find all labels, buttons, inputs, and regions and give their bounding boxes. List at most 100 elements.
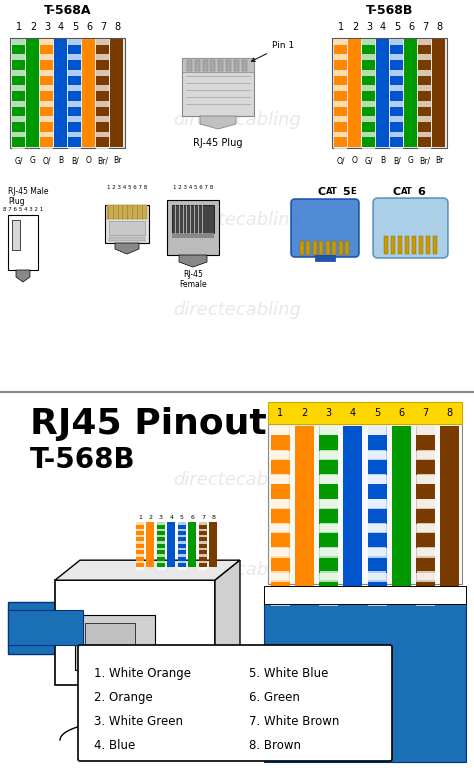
Polygon shape <box>157 535 165 537</box>
Text: Br: Br <box>435 156 443 165</box>
Text: G: G <box>408 156 414 165</box>
Bar <box>234 60 239 71</box>
Bar <box>339 241 343 255</box>
Polygon shape <box>271 548 290 557</box>
Text: AT: AT <box>326 187 338 196</box>
Polygon shape <box>178 567 186 570</box>
Text: RJ-45 Plug: RJ-45 Plug <box>193 138 243 148</box>
Polygon shape <box>319 598 338 607</box>
Bar <box>319 241 323 255</box>
Polygon shape <box>69 147 82 153</box>
Bar <box>109 221 145 235</box>
FancyBboxPatch shape <box>291 199 359 257</box>
Bar <box>363 39 375 147</box>
Polygon shape <box>419 100 431 107</box>
Polygon shape <box>40 69 54 76</box>
Bar <box>82 39 95 147</box>
Polygon shape <box>115 243 139 254</box>
Bar <box>271 426 290 598</box>
Bar <box>182 58 254 116</box>
Text: 4. Blue: 4. Blue <box>94 739 135 752</box>
Polygon shape <box>319 475 338 484</box>
Bar <box>12 220 20 250</box>
Polygon shape <box>368 524 387 533</box>
Polygon shape <box>97 69 109 76</box>
Text: directecabling: directecabling <box>173 301 301 319</box>
Text: G/: G/ <box>15 156 23 165</box>
Bar <box>226 60 231 71</box>
Text: T-568A: T-568A <box>44 4 92 16</box>
Polygon shape <box>391 39 403 45</box>
Polygon shape <box>335 85 347 91</box>
Text: Br/: Br/ <box>419 156 430 165</box>
Text: 3: 3 <box>159 515 163 520</box>
Text: T-568B: T-568B <box>30 446 136 474</box>
Polygon shape <box>417 475 435 483</box>
Polygon shape <box>419 147 431 153</box>
Bar <box>300 241 304 255</box>
Text: 8 7 6 5 4 3 2 1: 8 7 6 5 4 3 2 1 <box>3 207 43 212</box>
Polygon shape <box>199 535 207 537</box>
Polygon shape <box>136 529 144 531</box>
Text: O/: O/ <box>43 156 51 165</box>
Polygon shape <box>335 39 347 45</box>
Polygon shape <box>368 451 387 460</box>
Text: B: B <box>381 156 385 165</box>
Polygon shape <box>416 573 435 582</box>
Polygon shape <box>199 522 207 525</box>
Polygon shape <box>368 426 386 435</box>
Text: G: G <box>30 156 36 165</box>
Text: Pin 1: Pin 1 <box>252 41 294 61</box>
Text: 6: 6 <box>191 515 194 520</box>
Text: 7: 7 <box>422 408 429 418</box>
Text: B/: B/ <box>71 156 79 165</box>
Polygon shape <box>319 571 337 581</box>
Polygon shape <box>12 131 26 137</box>
Text: O: O <box>86 156 92 165</box>
Text: B/: B/ <box>393 156 401 165</box>
Polygon shape <box>363 69 375 76</box>
Polygon shape <box>335 147 347 153</box>
Polygon shape <box>12 39 26 45</box>
Bar <box>85 623 135 659</box>
Bar <box>107 205 147 219</box>
Polygon shape <box>97 100 109 107</box>
Polygon shape <box>199 567 207 570</box>
Polygon shape <box>363 39 375 45</box>
Text: 7: 7 <box>422 22 428 32</box>
Polygon shape <box>271 426 290 435</box>
Text: 2: 2 <box>352 22 358 32</box>
Text: 1: 1 <box>277 408 283 418</box>
Bar <box>8 215 38 270</box>
Polygon shape <box>12 55 26 60</box>
Bar <box>412 236 416 254</box>
Polygon shape <box>157 541 165 544</box>
Polygon shape <box>271 499 289 508</box>
Bar <box>210 522 218 567</box>
Bar <box>268 424 462 584</box>
Polygon shape <box>12 85 26 91</box>
Polygon shape <box>368 450 386 459</box>
Bar <box>55 39 67 147</box>
Bar <box>417 426 435 595</box>
Bar <box>344 426 362 595</box>
Polygon shape <box>368 598 387 607</box>
Polygon shape <box>417 571 435 581</box>
Bar <box>69 39 82 147</box>
Polygon shape <box>157 529 165 531</box>
Polygon shape <box>271 450 289 459</box>
Polygon shape <box>319 475 337 483</box>
Polygon shape <box>157 567 165 570</box>
Polygon shape <box>335 69 347 76</box>
Bar <box>109 237 145 241</box>
Bar <box>105 205 149 243</box>
Text: 5: 5 <box>72 22 78 32</box>
Polygon shape <box>69 55 82 60</box>
Polygon shape <box>363 85 375 91</box>
Bar <box>55 581 215 686</box>
Polygon shape <box>363 147 375 153</box>
Bar <box>268 402 462 424</box>
Text: 7: 7 <box>201 515 205 520</box>
Bar <box>167 522 175 567</box>
Bar <box>319 426 338 598</box>
